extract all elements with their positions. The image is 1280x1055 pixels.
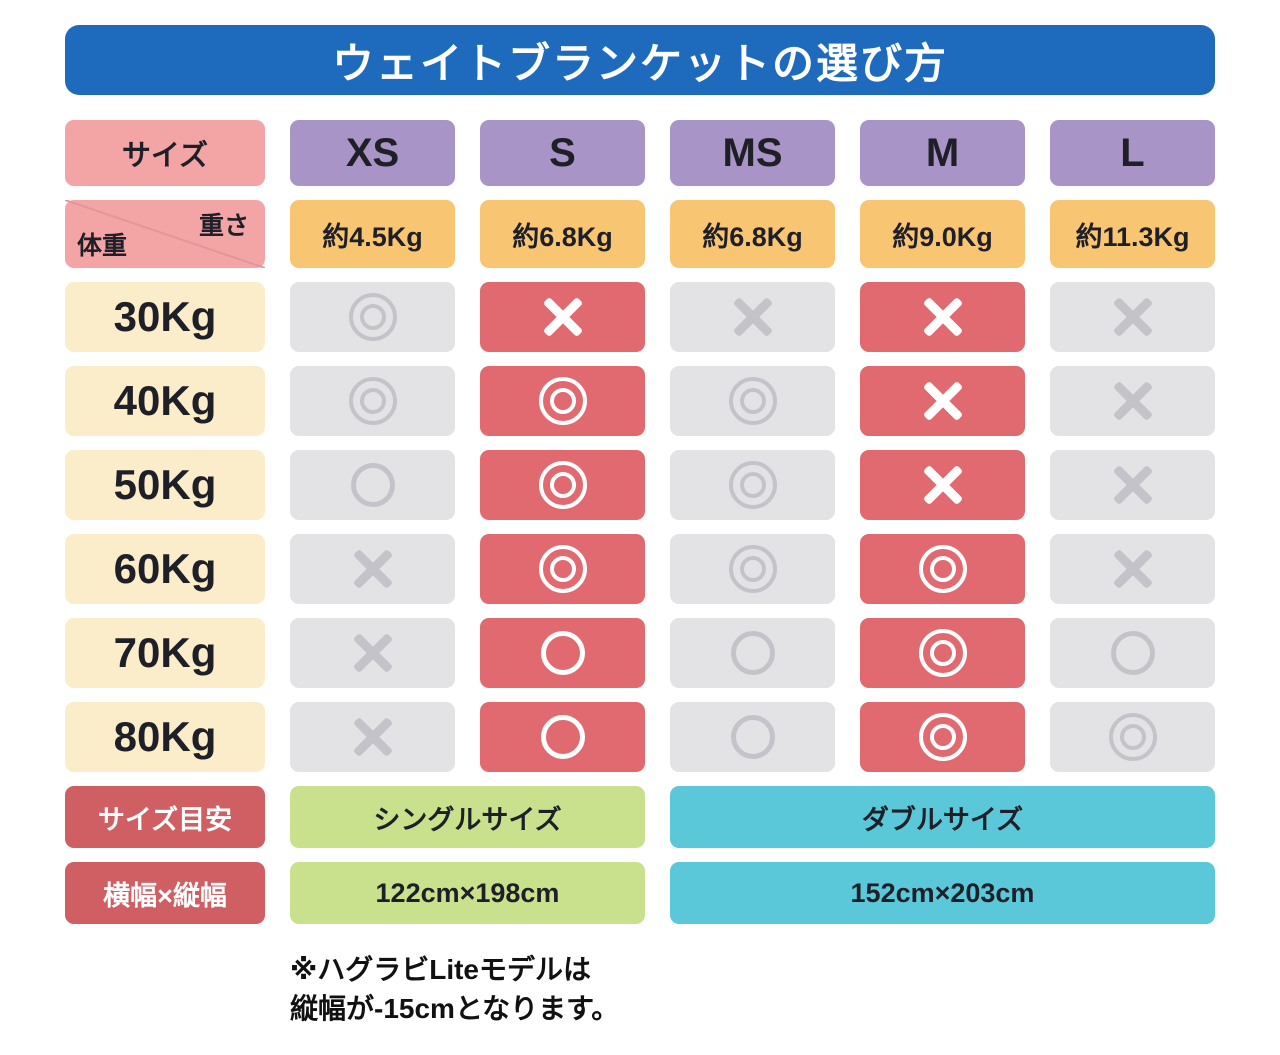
suitability-cell [480, 366, 645, 436]
suitability-cell [670, 450, 835, 520]
body-weight-row-label: 70Kg [65, 618, 265, 688]
double-circle-icon [728, 545, 777, 593]
size-selection-table: サイズ XS S MS M L 重さ 体重 約4.5Kg 約6.8Kg 約6.8Kg 約9.0Kg 約1… [65, 120, 1215, 924]
cross-icon [353, 717, 393, 757]
suitability-cell [860, 282, 1025, 352]
suitability-cell [290, 618, 455, 688]
double-circle-icon [918, 713, 967, 761]
double-size-cell: ダブルサイズ [670, 786, 1215, 848]
cross-icon [353, 633, 393, 673]
body-weight-row-label: 80Kg [65, 702, 265, 772]
size-guide-row-label: サイズ目安 [65, 786, 265, 848]
blanket-weight-value-ms: 約6.8Kg [670, 200, 835, 268]
double-circle-icon [538, 377, 587, 425]
blanket-weight-value-xs: 約4.5Kg [290, 200, 455, 268]
weighted-blanket-size-chart: ウェイトブランケットの選び方 サイズ XS S MS M L 重さ 体重 約4.5Kg 約6.8K… [0, 0, 1280, 1028]
double-circle-icon [538, 461, 587, 509]
suitability-cell [1050, 282, 1215, 352]
double-circle-icon [728, 377, 777, 425]
circle-icon [540, 715, 585, 759]
suitability-cell [480, 450, 645, 520]
suitability-cell [1050, 366, 1215, 436]
body-weight-axis-label: 体重 [77, 232, 128, 260]
suitability-cell [670, 282, 835, 352]
double-circle-icon [1108, 713, 1157, 761]
body-weight-row-label: 30Kg [65, 282, 265, 352]
suitability-cell [1050, 534, 1215, 604]
suitability-cell [290, 450, 455, 520]
cross-icon [923, 297, 963, 337]
suitability-cell [290, 534, 455, 604]
suitability-cell [860, 450, 1025, 520]
suitability-cell [670, 366, 835, 436]
size-column-header-l: L [1050, 120, 1215, 186]
page-title: ウェイトブランケットの選び方 [65, 25, 1215, 95]
cross-icon [923, 381, 963, 421]
circle-icon [1110, 631, 1155, 675]
cross-icon [733, 297, 773, 337]
size-column-header-xs: XS [290, 120, 455, 186]
suitability-cell [480, 618, 645, 688]
suitability-cell [480, 282, 645, 352]
suitability-cell [480, 534, 645, 604]
size-column-header-ms: MS [670, 120, 835, 186]
body-weight-row-label: 40Kg [65, 366, 265, 436]
size-header-cell: サイズ [65, 120, 265, 186]
cross-icon [923, 465, 963, 505]
suitability-cell [860, 534, 1025, 604]
body-weight-row-label: 60Kg [65, 534, 265, 604]
size-column-header-m: M [860, 120, 1025, 186]
footnote-line-2: 縦幅が-15cmとなります。 [290, 993, 620, 1025]
double-circle-icon [348, 293, 397, 341]
suitability-cell [860, 618, 1025, 688]
suitability-cell [1050, 450, 1215, 520]
double-dimensions-cell: 152cm×203cm [670, 862, 1215, 924]
cross-icon [1113, 465, 1153, 505]
circle-icon [730, 715, 775, 759]
weight-axis-label: 重さ [198, 212, 249, 240]
weight-bodyweight-corner-cell: 重さ体重 [65, 200, 265, 268]
single-size-cell: シングルサイズ [290, 786, 645, 848]
double-circle-icon [538, 545, 587, 593]
suitability-cell [1050, 702, 1215, 772]
size-column-header-s: S [480, 120, 645, 186]
suitability-cell [290, 366, 455, 436]
body-weight-row-label: 50Kg [65, 450, 265, 520]
cross-icon [1113, 549, 1153, 589]
footnote: ※ハグラビLiteモデルは 縦幅が-15cmとなります。 [290, 950, 1215, 1028]
blanket-weight-value-l: 約11.3Kg [1050, 200, 1215, 268]
footnote-line-1: ※ハグラビLiteモデルは [290, 954, 592, 985]
double-circle-icon [918, 629, 967, 677]
blanket-weight-value-m: 約9.0Kg [860, 200, 1025, 268]
blanket-weight-value-s: 約6.8Kg [480, 200, 645, 268]
diagonal-divider [65, 200, 265, 268]
cross-icon [353, 549, 393, 589]
circle-icon [540, 631, 585, 675]
suitability-cell [670, 534, 835, 604]
circle-icon [730, 631, 775, 675]
double-circle-icon [918, 545, 967, 593]
suitability-cell [290, 702, 455, 772]
suitability-cell [480, 702, 645, 772]
suitability-cell [860, 366, 1025, 436]
dimensions-row-label: 横幅×縦幅 [65, 862, 265, 924]
double-circle-icon [348, 377, 397, 425]
suitability-cell [670, 702, 835, 772]
circle-icon [350, 463, 395, 507]
suitability-cell [1050, 618, 1215, 688]
cross-icon [1113, 297, 1153, 337]
cross-icon [543, 297, 583, 337]
suitability-cell [670, 618, 835, 688]
cross-icon [1113, 381, 1153, 421]
suitability-cell [290, 282, 455, 352]
single-dimensions-cell: 122cm×198cm [290, 862, 645, 924]
suitability-cell [860, 702, 1025, 772]
double-circle-icon [728, 461, 777, 509]
